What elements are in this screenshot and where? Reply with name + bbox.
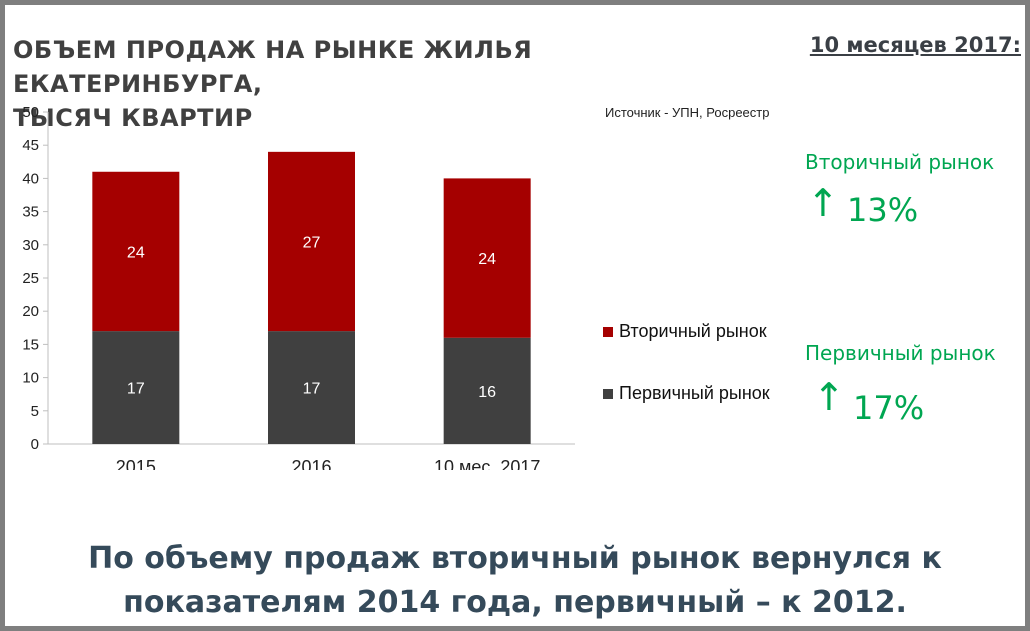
legend-swatch-secondary: [603, 327, 613, 338]
data-label: 16: [478, 384, 496, 401]
stat-value-secondary: 13%: [847, 191, 919, 229]
legend-label-primary: Первичный рынок: [619, 383, 770, 403]
legend-item-secondary: Вторичный рынок: [603, 321, 767, 342]
y-tick-label: 10: [22, 370, 39, 387]
y-tick-label: 5: [31, 403, 39, 420]
data-label: 17: [303, 381, 321, 398]
bar-segment: [443, 337, 531, 444]
y-tick-label: 20: [22, 303, 39, 320]
bar-segment: [268, 151, 355, 332]
bar-segment: [268, 331, 355, 444]
y-tick-label: 50: [22, 104, 39, 121]
y-tick-label: 0: [31, 436, 39, 453]
data-label: 17: [127, 381, 145, 398]
legend-swatch-primary: [603, 389, 613, 400]
source-note: Источник - УПН, Росреестр: [605, 105, 770, 120]
y-tick-label: 45: [22, 137, 39, 154]
title-line-1: ОБЪЕМ ПРОДАЖ НА РЫНКЕ ЖИЛЬЯ ЕКАТЕРИНБУРГ…: [13, 36, 533, 98]
data-label: 27: [303, 234, 321, 251]
summary-caption: По объему продаж вторичный рынок вернулс…: [25, 537, 1005, 625]
legend-item-primary: Первичный рынок: [603, 383, 770, 404]
stacked-bar-chart: 0 5 10 15 20 25 30 35 40 45 50 17 24 2015 17 27 2016 16 24…: [22, 104, 575, 470]
data-label: 24: [127, 244, 145, 261]
period-heading: 10 месяцев 2017:: [809, 33, 1021, 57]
up-arrow-icon: ↑: [807, 181, 839, 225]
x-tick-label: 2016: [291, 457, 331, 470]
y-tick-label: 40: [22, 170, 39, 187]
y-tick-label: 30: [22, 237, 39, 254]
y-tick-label: 35: [22, 204, 39, 221]
stat-label-secondary: Вторичный рынок: [805, 150, 995, 174]
stat-value-primary: 17%: [853, 389, 925, 427]
bar-segment: [92, 331, 180, 444]
x-tick-label: 10 мес. 2017: [434, 457, 540, 470]
y-tick-label: 15: [22, 336, 39, 353]
caption-line-2: показателям 2014 года, первичный – к 201…: [123, 585, 907, 620]
legend-label-secondary: Вторичный рынок: [619, 321, 767, 341]
bar-segment: [92, 171, 180, 332]
up-arrow-icon: ↑: [813, 375, 845, 419]
caption-line-1: По объему продаж вторичный рынок вернулс…: [88, 541, 942, 576]
title-line-2: ТЫСЯЧ КВАРТИР: [13, 104, 253, 132]
y-tick-label: 25: [22, 270, 39, 287]
data-label: 24: [478, 251, 496, 268]
bar-segment: [443, 178, 531, 338]
chart-title: ОБЪЕМ ПРОДАЖ НА РЫНКЕ ЖИЛЬЯ ЕКАТЕРИНБУРГ…: [13, 33, 713, 135]
x-tick-label: 2015: [116, 457, 156, 470]
stat-label-primary: Первичный рынок: [805, 341, 996, 365]
